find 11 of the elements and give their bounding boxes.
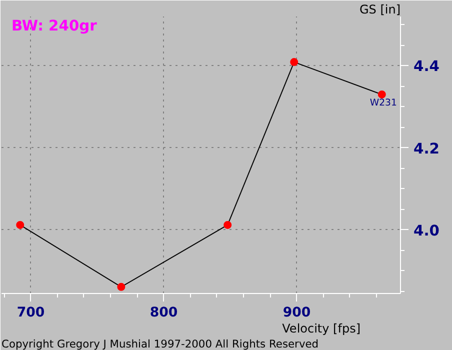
annotation: W231 xyxy=(370,97,397,108)
x-tick-label: 700 xyxy=(16,306,45,320)
y-tick-label: 4.2 xyxy=(414,140,440,158)
x-tick-label: 800 xyxy=(150,306,178,320)
y-tick-label: 4.0 xyxy=(414,222,440,240)
y-tick-label: 4.4 xyxy=(414,58,440,76)
x-axis-title: Velocity [fps] xyxy=(282,322,361,336)
chart-title: BW: 240gr xyxy=(12,18,98,34)
x-tick-label: 900 xyxy=(282,306,311,320)
text: Copyright Gregory J Mushial 1997-2000 All Rights Reserved xyxy=(2,338,319,350)
y-axis-title: GS [in] xyxy=(359,2,401,16)
